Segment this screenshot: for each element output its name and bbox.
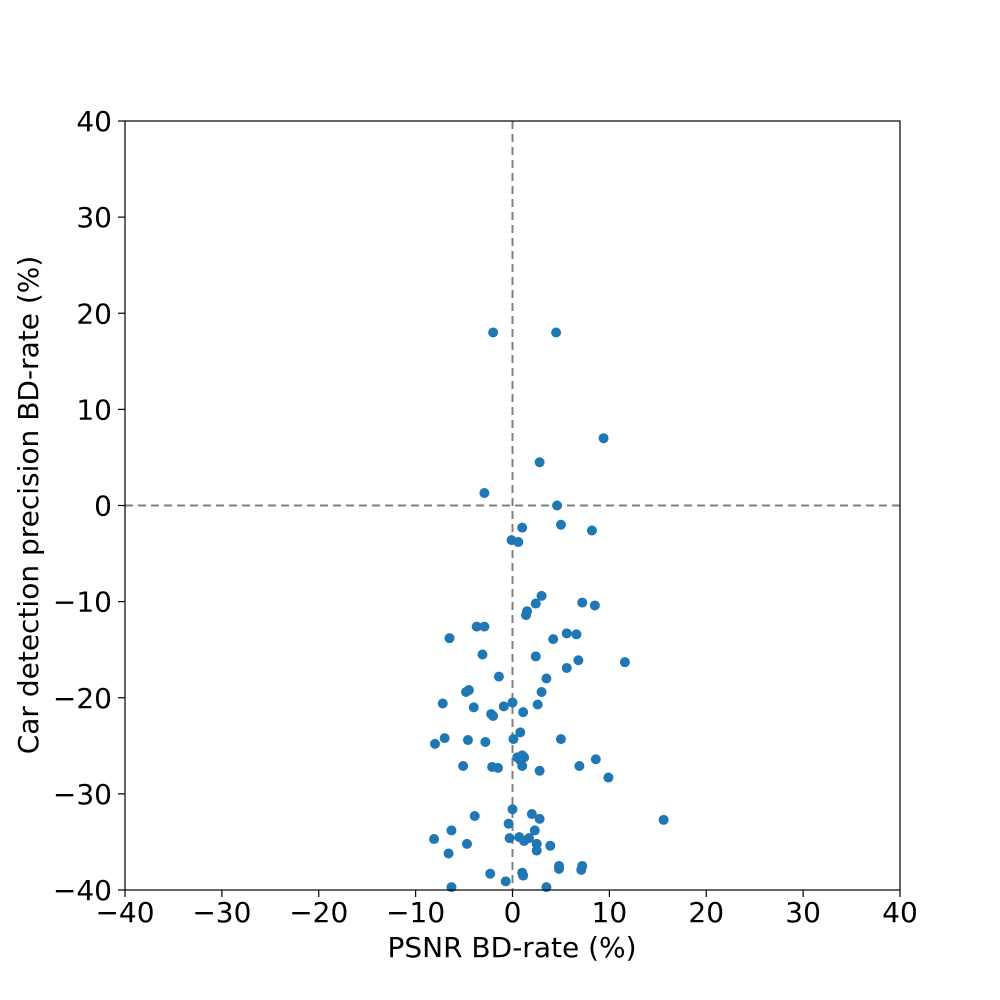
data-point xyxy=(515,727,526,738)
y-tick-label: −20 xyxy=(53,682,112,715)
data-point xyxy=(577,597,588,608)
x-tick-label: 30 xyxy=(785,896,821,929)
x-tick-label: −40 xyxy=(95,896,154,929)
data-point xyxy=(471,621,482,632)
data-point xyxy=(492,762,503,773)
data-point xyxy=(531,845,542,856)
data-points xyxy=(429,327,669,893)
data-point xyxy=(590,754,601,765)
zero-reference-lines xyxy=(125,121,900,890)
data-point xyxy=(461,838,472,849)
data-point xyxy=(488,327,499,338)
data-point xyxy=(536,590,547,601)
data-point xyxy=(561,628,572,639)
data-point xyxy=(571,629,582,640)
y-tick-label: −30 xyxy=(53,778,112,811)
data-point xyxy=(517,522,528,533)
y-tick-label: 30 xyxy=(76,201,112,234)
y-tick-label: 40 xyxy=(76,105,112,138)
data-point xyxy=(534,765,545,776)
x-tick-label: −30 xyxy=(192,896,251,929)
data-point xyxy=(488,711,499,722)
x-tick-label: 10 xyxy=(592,896,628,929)
data-point xyxy=(444,633,455,644)
y-tick-label: −10 xyxy=(53,586,112,619)
data-point xyxy=(461,686,471,697)
x-axis-title: PSNR BD-rate (%) xyxy=(387,931,636,964)
data-point xyxy=(479,488,490,499)
data-point xyxy=(507,804,518,815)
data-point xyxy=(498,701,509,712)
data-point xyxy=(554,863,564,874)
data-point xyxy=(493,671,504,682)
data-point xyxy=(658,814,669,825)
data-point xyxy=(504,833,515,844)
data-point xyxy=(508,734,519,745)
data-point xyxy=(518,870,529,881)
data-point xyxy=(468,702,479,713)
y-tick-label: 20 xyxy=(76,297,112,330)
data-point xyxy=(529,825,540,836)
data-point xyxy=(429,834,440,845)
data-point xyxy=(513,537,524,548)
data-point xyxy=(532,699,543,710)
data-point xyxy=(458,760,469,771)
data-point xyxy=(507,697,518,708)
y-tick-label: 10 xyxy=(76,393,112,426)
y-axis-ticks: −40 −30 −20 −10 0 10 20 30 40 xyxy=(53,105,125,907)
data-point xyxy=(573,655,584,666)
data-point xyxy=(500,876,511,887)
data-point xyxy=(586,525,597,536)
data-point xyxy=(619,657,630,668)
data-point xyxy=(555,734,566,745)
x-tick-label: 0 xyxy=(504,896,522,929)
data-point xyxy=(541,673,552,684)
data-point xyxy=(536,686,547,697)
data-point xyxy=(574,760,585,771)
data-point xyxy=(530,651,541,662)
data-point xyxy=(551,327,562,338)
data-point xyxy=(548,634,559,645)
data-point xyxy=(589,600,600,611)
data-point xyxy=(561,662,572,673)
data-point xyxy=(519,835,530,846)
data-point xyxy=(603,772,614,783)
data-point xyxy=(443,848,454,859)
data-point xyxy=(555,519,566,530)
data-point xyxy=(446,825,457,836)
data-point xyxy=(430,738,440,749)
data-point xyxy=(518,707,529,718)
y-tick-label: 0 xyxy=(94,490,112,523)
x-axis-ticks: −40 −30 −20 −10 0 10 20 30 40 xyxy=(95,890,918,929)
y-axis-title: Car detection precision BD-rate (%) xyxy=(12,256,45,755)
data-point xyxy=(541,882,552,893)
x-tick-label: −10 xyxy=(386,896,445,929)
data-point xyxy=(530,598,541,609)
x-tick-label: 40 xyxy=(882,896,918,929)
data-point xyxy=(517,760,528,771)
data-point xyxy=(526,809,537,820)
data-point xyxy=(534,457,545,468)
data-point xyxy=(477,649,488,660)
data-point xyxy=(479,621,490,632)
data-point xyxy=(598,433,609,444)
data-point xyxy=(576,864,587,875)
data-point xyxy=(437,698,448,709)
data-point xyxy=(552,500,563,511)
data-point xyxy=(534,813,545,824)
data-point xyxy=(462,735,473,746)
x-tick-label: 20 xyxy=(688,896,724,929)
y-tick-label: −40 xyxy=(53,874,112,907)
data-point xyxy=(439,733,450,744)
data-point xyxy=(545,840,556,851)
x-tick-label: −20 xyxy=(289,896,348,929)
data-point xyxy=(503,818,514,829)
data-point xyxy=(485,868,496,879)
data-point xyxy=(469,810,480,821)
data-point xyxy=(446,882,457,893)
data-point xyxy=(521,610,532,621)
data-point xyxy=(480,736,491,747)
